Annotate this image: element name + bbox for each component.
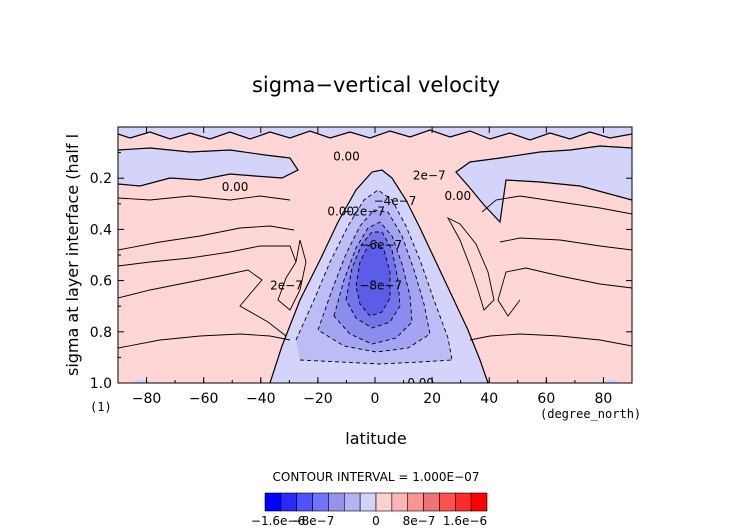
colorbar-swatch — [407, 492, 424, 512]
colorbar-swatch — [470, 492, 488, 512]
colorbar-swatch — [328, 492, 345, 512]
colorbar-swatch — [423, 492, 440, 512]
x-axis: −80 −60 −40 −20 0 20 40 60 80 — [117, 127, 633, 407]
contour-label: −8e−7 — [359, 279, 402, 293]
bottom-right-negative-patch — [604, 379, 620, 383]
y-tick-label: 1.0 — [90, 376, 112, 392]
colorbar-swatch — [264, 492, 282, 512]
colorbar-swatch — [391, 492, 409, 512]
y-axis-units: (1) — [90, 400, 112, 414]
colorbar-swatch — [296, 492, 313, 512]
x-tick-label: 60 — [537, 391, 555, 407]
colorbar-swatch — [359, 492, 377, 512]
colorbar-swatch — [375, 492, 393, 512]
y-tick-label: 0.8 — [90, 325, 112, 341]
y-axis-title: sigma at layer interface (half l — [63, 134, 82, 376]
contour-label: 0.00 — [444, 189, 471, 203]
contour-interval: CONTOUR INTERVAL = 1.000E−07 — [273, 470, 480, 484]
contour-labels: 0.000.000.00−2e−7−4e−7−6e−7−8e−72e−72e−7… — [222, 149, 471, 390]
x-tick-label: 20 — [423, 391, 441, 407]
colorbar-label: 1.6e−6 — [443, 514, 487, 528]
chart-title: sigma−vertical velocity — [252, 73, 500, 97]
contour-label: 0.00 — [327, 204, 354, 218]
x-axis-title: latitude — [345, 429, 406, 448]
colorbar-label: −8e−7 — [292, 514, 335, 528]
plot-area: 0.000.000.00−2e−7−4e−7−6e−7−8e−72e−72e−7… — [118, 127, 632, 390]
colorbar-label: −1.6e−6 — [251, 514, 305, 528]
x-tick-label: −60 — [189, 391, 219, 407]
colorbar-labels: −1.6e−6−8e−7 0 8e−7 1.6e−6 — [251, 514, 487, 528]
x-tick-label: 0 — [371, 391, 380, 407]
x-tick-label: 80 — [595, 391, 613, 407]
contour-label: −4e−7 — [374, 194, 417, 208]
right-upper-negative-region — [456, 146, 632, 222]
x-tick-label: −40 — [246, 391, 276, 407]
x-tick-label: −20 — [303, 391, 333, 407]
central-lobe-core — [356, 242, 390, 316]
zero-contours — [118, 129, 632, 383]
contour-label: 0.00 — [333, 149, 360, 163]
y-tick-label: 0.6 — [90, 274, 112, 290]
contour-label: 2e−7 — [413, 169, 446, 183]
x-axis-units: (degree_north) — [540, 407, 641, 421]
contour-label: 0.00 — [407, 376, 434, 390]
x-tick-label: 40 — [480, 391, 498, 407]
colorbar-swatch — [439, 492, 456, 512]
y-tick-label: 0.2 — [90, 171, 112, 187]
top-noise-band — [118, 127, 632, 140]
contour-label: −6e−7 — [359, 238, 402, 252]
y-axis: 0.2 0.4 0.6 0.8 1.0 — [90, 152, 632, 392]
colorbar-swatch — [312, 492, 329, 512]
contour-label: −2e−7 — [342, 204, 385, 218]
colorbar-label: 0 — [372, 514, 380, 528]
x-tick-label: −80 — [132, 391, 162, 407]
left-upper-negative-region — [118, 148, 298, 186]
colorbar-swatch — [454, 492, 472, 512]
positive-contours — [118, 195, 632, 349]
colorbar-label: 8e−7 — [403, 514, 436, 528]
contour-label: 0.00 — [222, 180, 249, 194]
bottom-left-negative-patch — [132, 379, 148, 383]
contour-label: 2e−7 — [270, 279, 303, 293]
negative-contours — [295, 189, 453, 365]
colorbar-swatch — [280, 492, 298, 512]
y-tick-label: 0.4 — [90, 222, 112, 238]
colorbar-swatch — [343, 492, 361, 512]
colorbar — [264, 492, 488, 512]
